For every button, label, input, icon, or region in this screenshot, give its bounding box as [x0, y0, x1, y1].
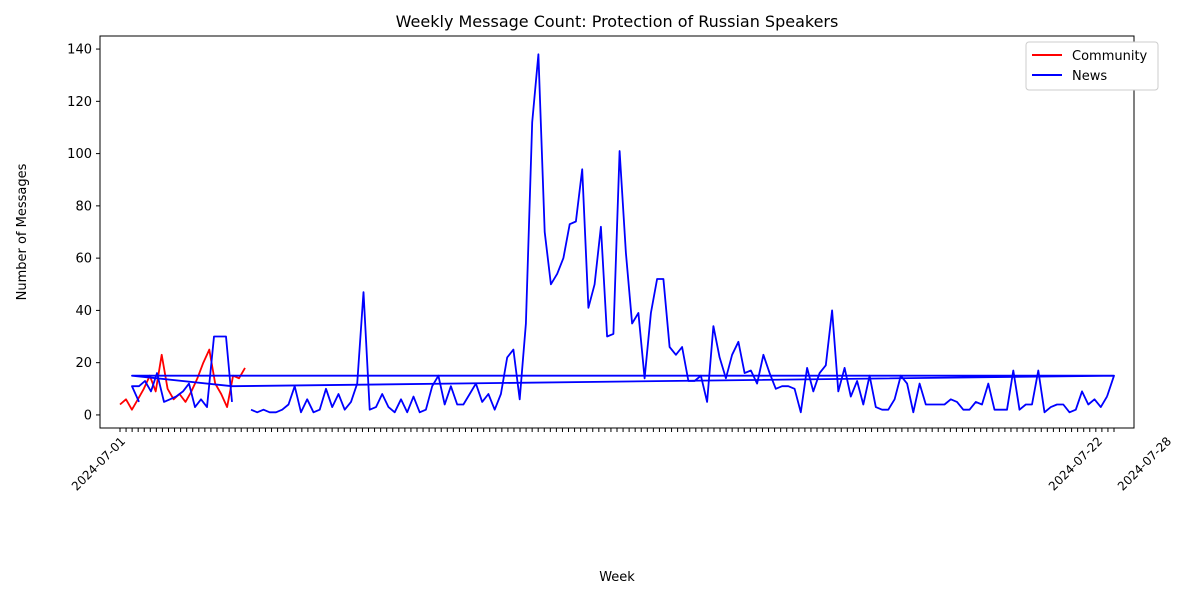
- y-axis-label: Number of Messages: [15, 163, 30, 300]
- y-tick-label: 140: [67, 43, 92, 58]
- y-tick-label: 40: [75, 304, 92, 319]
- legend-label-community: Community: [1072, 49, 1148, 64]
- legend: Community News: [1025, 41, 1159, 91]
- y-tick-label: 120: [67, 95, 92, 110]
- x-tick-label: 2024-07-22: [1046, 434, 1105, 493]
- series-line-news-block-2: [250, 53, 1108, 414]
- x-tick-label: 2024-07-28: [1115, 434, 1174, 493]
- x-tick-label: 2024-07-01: [69, 434, 128, 493]
- series-lines: [119, 53, 1115, 414]
- x-axis: 2024-07-01 2024-07-22 2024-07-28: [69, 428, 1174, 493]
- plot-area: 0 20 40 60 80 100 120 140 2024-07-01 2024-07-22 2…: [67, 35, 1174, 493]
- y-axis: 0 20 40 60 80 100 120 140: [67, 43, 100, 423]
- y-tick-label: 0: [84, 408, 92, 423]
- y-tick-label: 60: [75, 252, 92, 267]
- legend-label-news: News: [1072, 69, 1107, 84]
- y-tick-label: 80: [75, 199, 92, 214]
- series-line-news-block-1: [131, 335, 233, 409]
- series-line-news-returns: [131, 374, 1115, 397]
- series-line-community: [119, 348, 246, 411]
- y-tick-label: 20: [75, 356, 92, 371]
- chart-title: Weekly Message Count: Protection of Russ…: [396, 12, 839, 31]
- y-tick-label: 100: [67, 147, 92, 162]
- x-axis-label: Week: [599, 570, 635, 585]
